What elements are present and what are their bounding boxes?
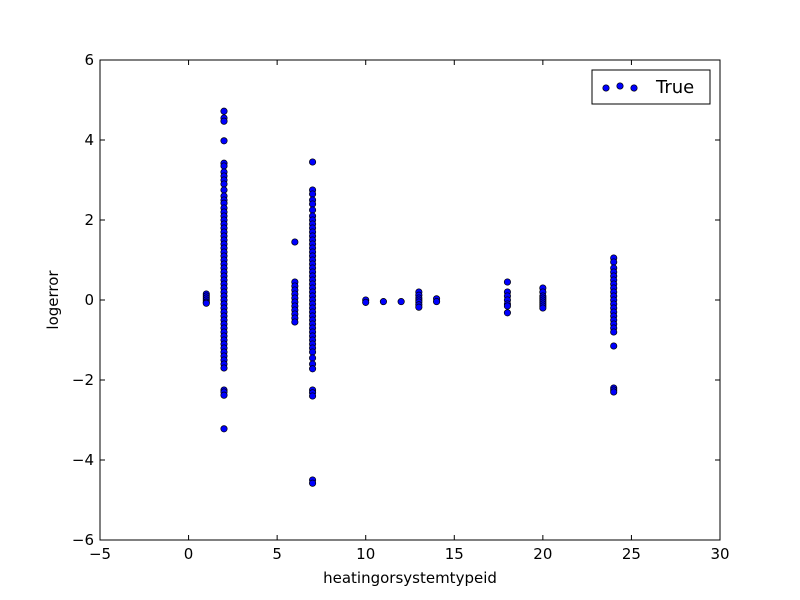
scatter-point bbox=[503, 309, 511, 317]
y-tick-label: 0 bbox=[84, 291, 94, 309]
scatter-point bbox=[309, 190, 317, 198]
scatter-point bbox=[220, 186, 228, 194]
x-tick-label: 20 bbox=[533, 545, 552, 563]
scatter-point bbox=[397, 298, 405, 306]
y-tick-label: 6 bbox=[84, 51, 94, 69]
scatter-point bbox=[309, 479, 317, 487]
x-tick-label: 10 bbox=[356, 545, 375, 563]
scatter-point bbox=[309, 354, 317, 362]
scatter-point bbox=[220, 425, 228, 433]
scatter-point bbox=[202, 299, 210, 307]
scatter-point bbox=[309, 158, 317, 166]
scatter-point bbox=[309, 348, 317, 356]
scatter-point bbox=[220, 117, 228, 125]
data-points bbox=[202, 107, 618, 487]
x-tick-label: 5 bbox=[272, 545, 282, 563]
scatter-point bbox=[220, 391, 228, 399]
legend-box bbox=[591, 69, 711, 105]
scatter-point bbox=[291, 318, 299, 326]
x-axis-ticks: −5 0 5 10 15 20 25 30 bbox=[89, 60, 730, 563]
scatter-point bbox=[291, 238, 299, 246]
y-tick-label: −6 bbox=[72, 531, 94, 549]
x-tick-label: 25 bbox=[622, 545, 641, 563]
scatter-point bbox=[379, 298, 387, 306]
scatter-point bbox=[309, 365, 317, 373]
y-tick-label: 2 bbox=[84, 211, 94, 229]
scatter-point bbox=[309, 392, 317, 400]
scatter-point bbox=[362, 298, 370, 306]
x-tick-label: 15 bbox=[445, 545, 464, 563]
scatter-point bbox=[503, 278, 511, 286]
scatter-point bbox=[610, 328, 618, 336]
x-tick-label: 30 bbox=[710, 545, 729, 563]
scatter-point bbox=[433, 298, 441, 306]
y-tick-label: 4 bbox=[84, 131, 94, 149]
scatter-point bbox=[539, 304, 547, 312]
y-tick-label: −2 bbox=[72, 371, 94, 389]
legend-label: True bbox=[655, 77, 694, 98]
x-tick-label: 0 bbox=[184, 545, 194, 563]
scatter-point bbox=[415, 303, 423, 311]
legend-marker-dot bbox=[602, 84, 610, 92]
legend-marker bbox=[602, 82, 638, 92]
scatter-point bbox=[309, 206, 317, 214]
scatter-point bbox=[220, 107, 228, 115]
legend-marker-dot bbox=[616, 82, 624, 90]
scatter-point bbox=[610, 388, 618, 396]
scatter-point bbox=[220, 364, 228, 372]
y-axis-ticks: −6 −4 −2 0 2 4 6 bbox=[72, 51, 720, 549]
legend: True bbox=[591, 69, 711, 105]
scatter-point bbox=[220, 180, 228, 188]
scatter-point bbox=[309, 200, 317, 208]
scatter-point bbox=[220, 137, 228, 145]
scatter-point bbox=[610, 258, 618, 266]
x-tick-label: −5 bbox=[89, 545, 111, 563]
scatter-point bbox=[610, 342, 618, 350]
y-axis-label: logerror bbox=[44, 270, 62, 330]
scatter-point bbox=[503, 302, 511, 310]
x-axis-label: heatingorsystemtypeid bbox=[323, 569, 497, 587]
legend-marker-dot bbox=[630, 84, 638, 92]
y-tick-label: −4 bbox=[72, 451, 94, 469]
scatter-point bbox=[220, 162, 228, 170]
